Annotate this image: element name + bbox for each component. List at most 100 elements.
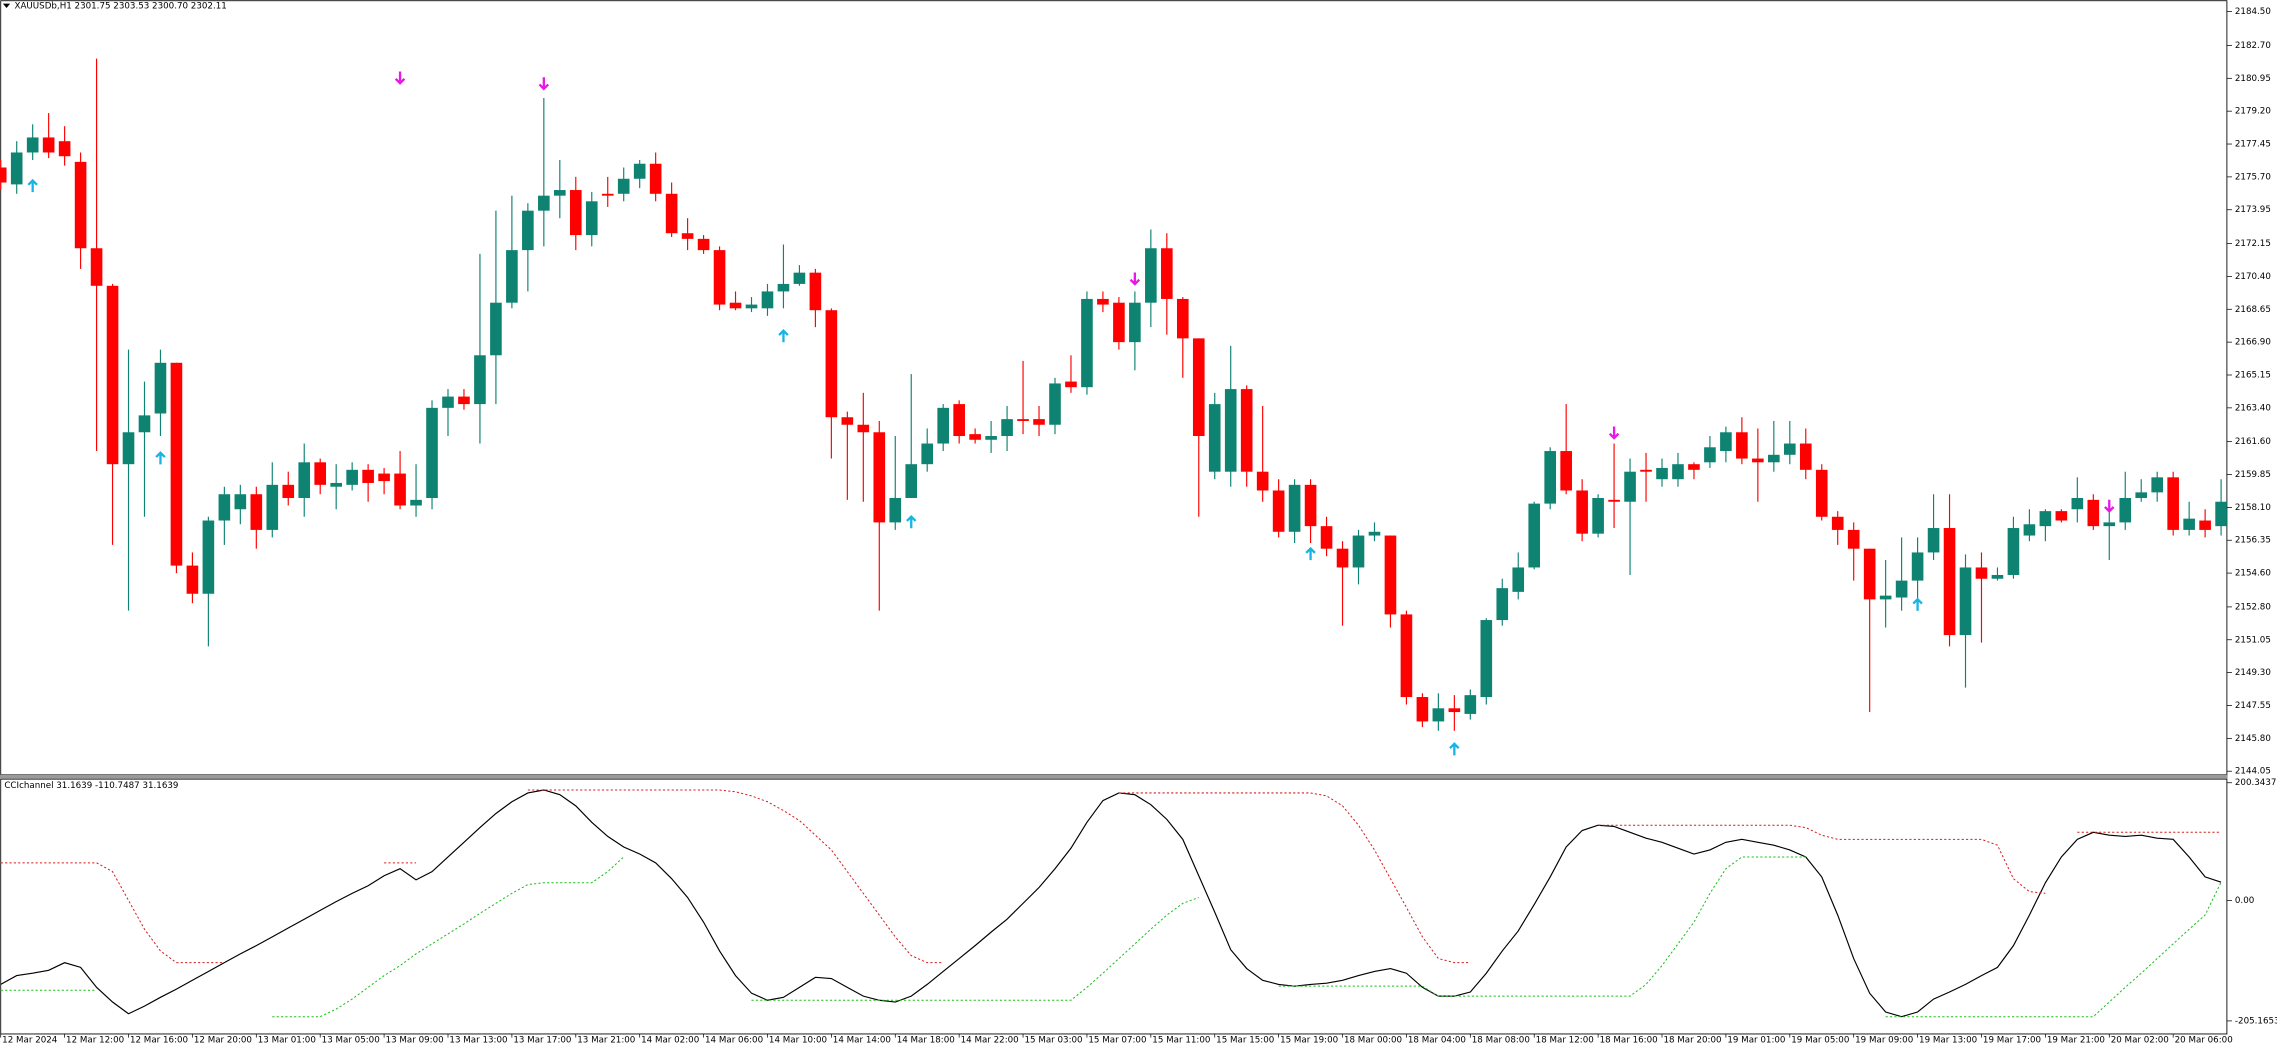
candle-body	[937, 407, 949, 444]
candle-body	[649, 163, 662, 194]
candle-body	[554, 190, 566, 196]
candle-body	[362, 469, 374, 483]
candle-body	[681, 233, 694, 239]
x-tick-label: 18 Mar 16:00	[1600, 1035, 1658, 1045]
y-tick-label: 2179.20	[2235, 107, 2271, 117]
indicator-line	[0, 856, 2222, 1018]
x-tick-label: 13 Mar 01:00	[258, 1035, 316, 1045]
y-tick-label: 2163.40	[2235, 403, 2271, 413]
candle-body	[601, 193, 614, 196]
candle-body	[585, 201, 598, 236]
y-tick-label: 200.3437	[2235, 778, 2277, 788]
candle-body	[2135, 492, 2148, 498]
candle-body	[1927, 528, 1940, 553]
candle-body	[1400, 614, 1413, 698]
candle-body	[905, 464, 918, 498]
candle-body	[1688, 464, 1700, 470]
candle-body	[1017, 419, 1029, 421]
candle-body	[873, 432, 886, 523]
y-tick-label: 2161.60	[2235, 437, 2271, 447]
candle-body	[1448, 708, 1461, 713]
x-tick-label: 14 Mar 18:00	[897, 1035, 955, 1045]
candle-body	[522, 210, 534, 251]
candle-body	[474, 355, 486, 405]
candle-body	[282, 484, 295, 498]
x-tick-label: 12 Mar 12:00	[66, 1035, 124, 1045]
x-tick-label: 15 Mar 15:00	[1216, 1035, 1274, 1045]
y-tick-label: 2165.15	[2235, 370, 2271, 380]
candle-body	[1033, 419, 1045, 425]
x-tick-label: 13 Mar 09:00	[386, 1035, 444, 1045]
y-tick-label: 2173.95	[2235, 205, 2271, 215]
candle-body	[569, 190, 582, 236]
candle-body	[1783, 443, 1796, 455]
x-tick-label: 19 Mar 21:00	[2047, 1035, 2105, 1045]
candle-body	[1720, 432, 1732, 452]
candle-body	[1544, 451, 1556, 504]
candle-body	[458, 396, 470, 405]
buy-arrow	[778, 329, 789, 343]
y-tick-label: 2168.65	[2235, 305, 2271, 315]
candle-body	[1288, 484, 1301, 532]
y-tick-label: 2144.05	[2235, 767, 2271, 777]
x-tick-label: 18 Mar 00:00	[1344, 1035, 1402, 1045]
candle-body	[2103, 522, 2116, 527]
candle-body	[1352, 535, 1365, 568]
candle-body	[921, 443, 934, 465]
candle-body	[2167, 477, 2179, 530]
candle-body	[2151, 477, 2164, 493]
candle-body	[442, 396, 454, 408]
x-tick-label: 13 Mar 21:00	[577, 1035, 635, 1045]
candle-body	[1624, 471, 1636, 502]
candle-body	[857, 424, 870, 433]
candle-body	[1879, 595, 1892, 600]
candle-body	[1272, 490, 1285, 532]
x-tick-label: 14 Mar 10:00	[769, 1035, 827, 1045]
x-tick-label: 15 Mar 07:00	[1088, 1035, 1146, 1045]
candle-body	[42, 137, 55, 153]
x-tick-label: 14 Mar 14:00	[833, 1035, 891, 1045]
x-tick-label: 15 Mar 11:00	[1152, 1035, 1210, 1045]
sell-arrow	[1129, 272, 1141, 286]
x-tick-label: 12 Mar 2024	[2, 1035, 58, 1045]
candle-body	[1208, 404, 1221, 472]
candle-body	[410, 499, 422, 506]
x-tick-label: 19 Mar 09:00	[1855, 1035, 1913, 1045]
candle-body	[777, 283, 790, 292]
candle-body	[58, 141, 71, 157]
candle-body	[1752, 458, 1764, 463]
indicator-title: CCIchannel 31.1639 -110.7487 31.1639	[4, 781, 178, 791]
candle-body	[1560, 451, 1572, 491]
candle-body	[154, 362, 167, 414]
menu-triangle[interactable]	[2, 3, 11, 8]
candle-body	[2039, 511, 2052, 527]
candle-body	[2199, 520, 2211, 530]
x-tick-label: 19 Mar 13:00	[1919, 1035, 1977, 1045]
candle-body	[1432, 708, 1445, 722]
candle-body	[1097, 298, 1109, 305]
candle-body	[1001, 419, 1013, 437]
candle-body	[1608, 499, 1620, 502]
candle-body	[394, 473, 406, 506]
candle-body	[202, 520, 215, 594]
x-tick-label: 15 Mar 19:00	[1280, 1035, 1338, 1045]
sell-arrow	[538, 77, 550, 91]
candle-body	[1847, 529, 1860, 549]
y-tick-label: 2156.35	[2235, 536, 2271, 546]
candle-body	[1049, 383, 1061, 425]
candle-body	[490, 302, 502, 356]
x-tick-label: 18 Mar 20:00	[1663, 1035, 1721, 1045]
candle-body	[985, 436, 997, 440]
candle-body	[1959, 567, 1972, 636]
x-tick-label: 15 Mar 03:00	[1025, 1035, 1083, 1045]
candle-body	[1799, 443, 1812, 470]
y-tick-label: 2180.95	[2235, 74, 2271, 84]
candle-body	[1831, 516, 1844, 530]
y-tick-label: 2172.15	[2235, 239, 2271, 249]
buy-arrow	[1305, 546, 1316, 561]
candle-body	[1768, 454, 1780, 463]
candle-body	[2183, 518, 2195, 530]
candle-body	[1672, 464, 1684, 480]
candle-body	[2055, 511, 2068, 521]
candle-body	[2007, 528, 2020, 575]
